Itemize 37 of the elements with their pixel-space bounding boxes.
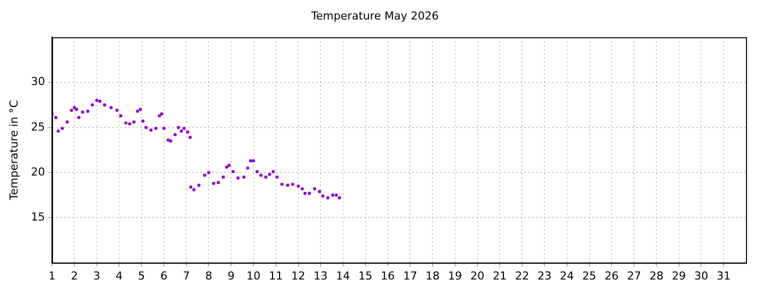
x-tick-label: 1 [48, 269, 56, 282]
x-tick-label: 23 [538, 269, 552, 282]
chart-title: Temperature May 2026 [310, 9, 439, 22]
x-tick-label: 8 [205, 269, 212, 282]
x-tick-label: 12 [291, 269, 306, 282]
x-tick-label: 7 [182, 269, 190, 282]
x-tick-label: 24 [560, 269, 574, 282]
x-tick-label: 4 [116, 269, 123, 282]
y-tick-label: 15 [31, 210, 45, 224]
x-tick-label: 29 [672, 269, 686, 282]
x-tick-label: 21 [492, 269, 507, 282]
y-tick-label: 30 [31, 75, 45, 88]
x-tick-label: 5 [138, 269, 146, 282]
x-tick-label: 9 [228, 269, 235, 282]
x-tick-label: 26 [604, 269, 619, 282]
x-tick-label: 2 [70, 269, 78, 282]
x-tick-label: 30 [694, 269, 708, 282]
y-tick-label: 20 [31, 165, 45, 178]
x-tick-label: 6 [160, 269, 168, 282]
x-tick-label: 18 [426, 269, 440, 282]
x-tick-label: 28 [649, 269, 664, 282]
x-tick-label: 11 [268, 269, 283, 282]
y-axis-title: Temperature in °C [7, 100, 20, 201]
x-tick-label: 31 [716, 269, 731, 282]
x-tick-label: 3 [93, 269, 100, 282]
y-tick-label: 25 [31, 120, 45, 134]
x-tick-label: 10 [246, 269, 260, 282]
x-tick-label: 25 [582, 269, 596, 282]
x-tick-label: 20 [470, 269, 484, 282]
x-tick-label: 14 [336, 269, 350, 282]
x-tick-label: 22 [515, 269, 530, 282]
x-tick-label: 27 [627, 269, 642, 282]
x-tick-label: 17 [403, 269, 418, 282]
x-tick-label: 13 [314, 269, 328, 282]
x-tick-label: 19 [448, 269, 462, 282]
x-tick-label: 15 [358, 269, 372, 282]
x-tick-label: 16 [380, 269, 395, 282]
